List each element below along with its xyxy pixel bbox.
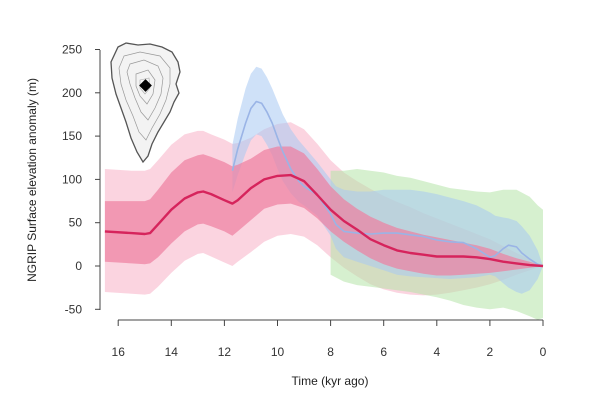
series-lines bbox=[104, 100, 544, 268]
y-tick-label: 200 bbox=[62, 86, 82, 100]
greenland-contour bbox=[139, 77, 151, 95]
x-axis-label: Time (kyr ago) bbox=[292, 374, 369, 388]
x-tick-label: 14 bbox=[165, 345, 179, 359]
x-tick-label: 4 bbox=[433, 345, 440, 359]
x-tick-label: 16 bbox=[112, 345, 126, 359]
main-inner-band bbox=[104, 146, 544, 276]
x-tick-label: 10 bbox=[271, 345, 285, 359]
x-axis-ticks: 16 14 12 10 8 6 4 2 0 bbox=[112, 320, 547, 359]
x-tick-label: 6 bbox=[380, 345, 387, 359]
x-tick-label: 2 bbox=[487, 345, 494, 359]
y-tick-label: 100 bbox=[62, 172, 82, 186]
x-tick-label: 12 bbox=[218, 345, 232, 359]
y-tick-label: 0 bbox=[75, 259, 82, 273]
y-axis-ticks: 250 200 150 100 50 0 -50 bbox=[62, 43, 100, 316]
blue-band bbox=[232, 66, 543, 294]
y-axis-label: NGRIP Surface elevation anomaly (m) bbox=[25, 78, 39, 282]
greenland-contour bbox=[126, 59, 164, 121]
x-tick-label: 8 bbox=[327, 345, 334, 359]
greenland-inset-map bbox=[110, 42, 181, 164]
y-tick-label: 150 bbox=[62, 129, 82, 143]
y-tick-label: 250 bbox=[62, 43, 82, 57]
x-tick-label: 0 bbox=[540, 345, 547, 359]
y-tick-label: 50 bbox=[69, 216, 83, 230]
uncertainty-bands bbox=[104, 66, 544, 320]
y-tick-label: -50 bbox=[65, 302, 83, 316]
greenland-contour bbox=[135, 69, 156, 105]
ngrip-site-marker bbox=[139, 79, 152, 92]
greenland-contour bbox=[118, 51, 171, 141]
main-series-line bbox=[104, 173, 544, 268]
